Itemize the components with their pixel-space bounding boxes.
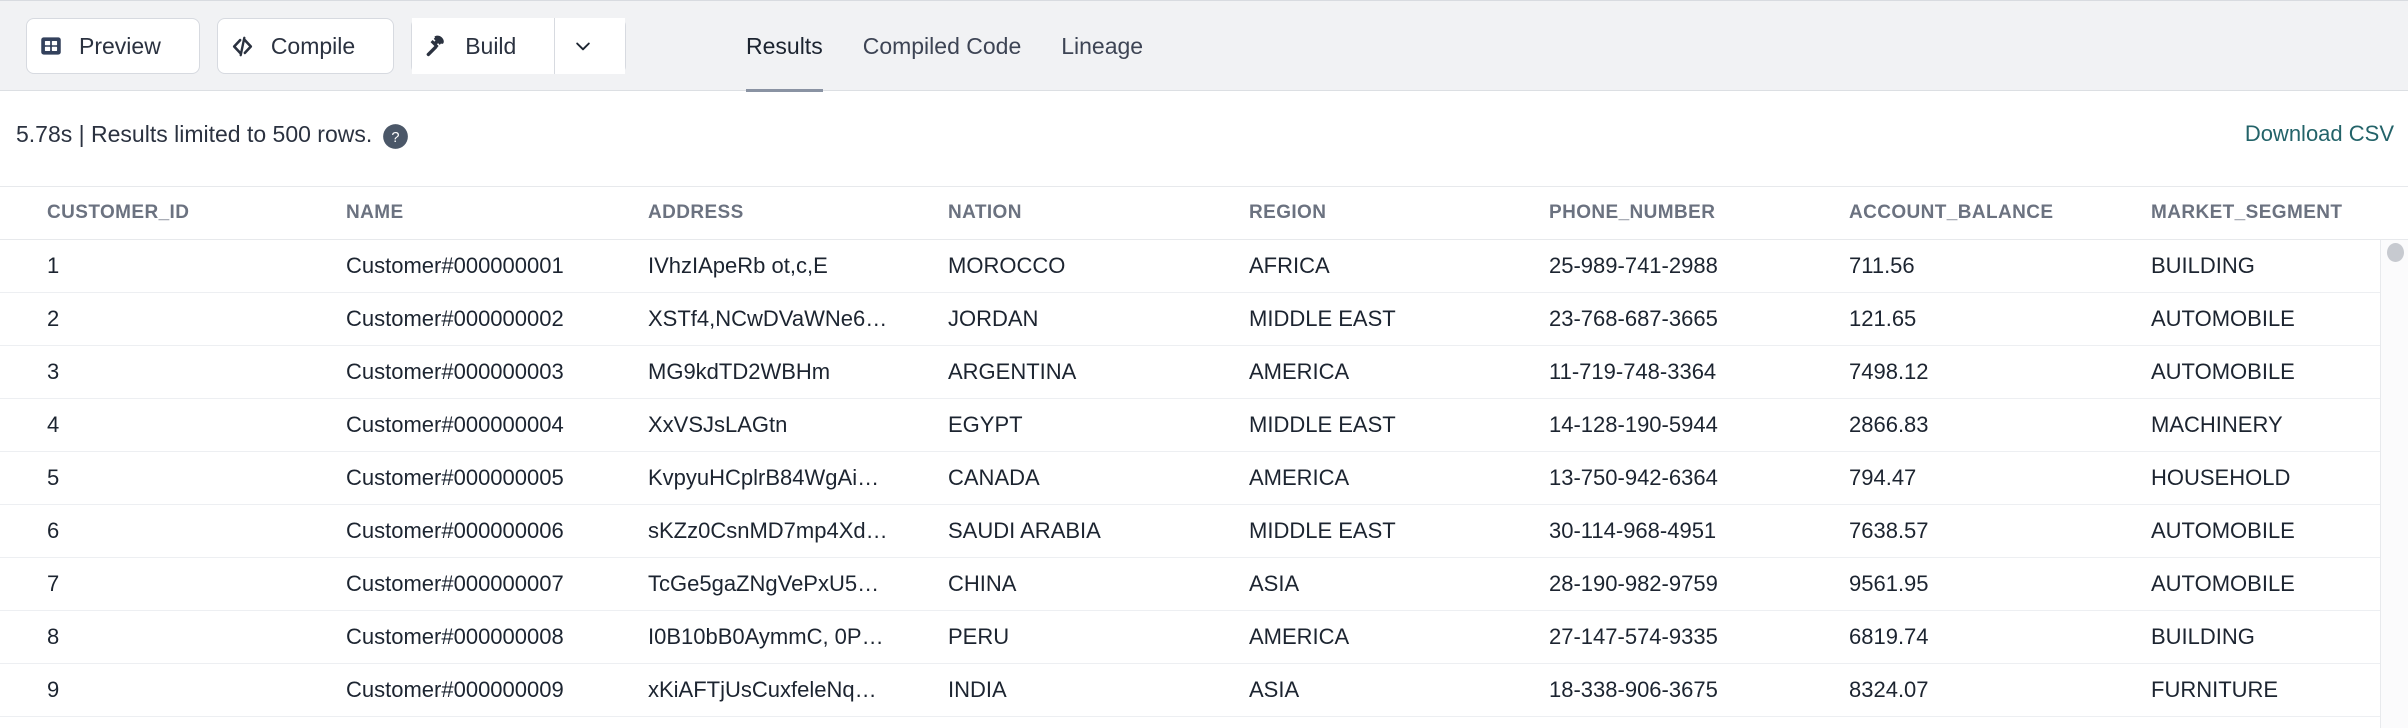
svg-text:?: ? [392, 130, 400, 146]
